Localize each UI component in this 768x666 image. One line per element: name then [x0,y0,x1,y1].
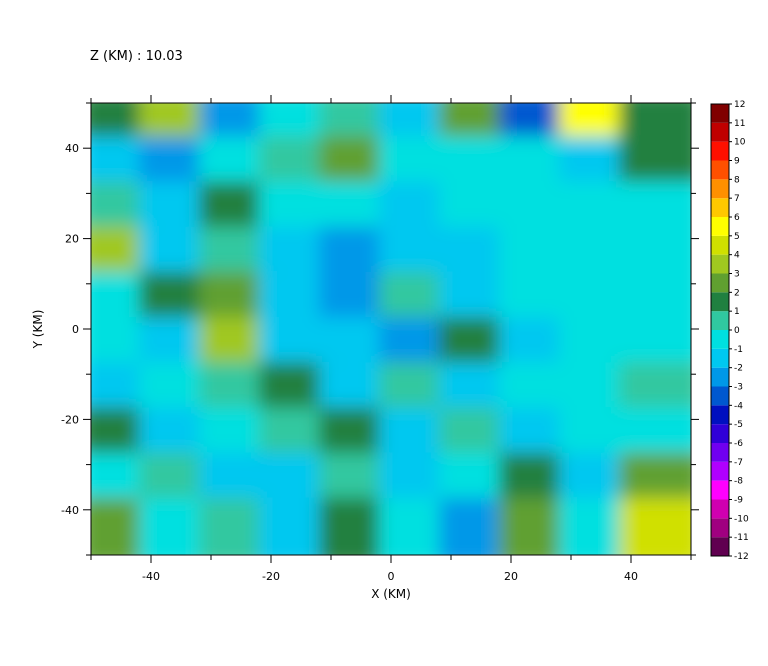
colorbar-label: -4 [734,401,743,411]
colorbar-swatch [711,122,729,142]
colorbar-label: -3 [734,383,743,393]
colorbar-label: -6 [734,439,743,449]
colorbar-swatch [711,386,729,406]
contour-field [91,103,691,555]
colorbar-label: 8 [734,175,740,185]
colorbar-label: 0 [734,326,740,336]
colorbar-label: -9 [734,496,743,506]
colorbar-swatch [711,179,729,199]
colorbar-label: 3 [734,270,740,280]
colorbar-swatch [711,160,729,180]
colorbar-swatch [711,537,729,556]
y-tick-label: -20 [61,413,79,426]
contour-cell [619,497,691,555]
colorbar-swatch [711,217,729,236]
colorbar-swatch [711,198,729,217]
x-tick-label: 20 [504,570,518,583]
colorbar-swatch [711,405,729,425]
colorbar-label: -5 [734,420,743,430]
y-tick-label: 40 [65,142,79,155]
y-tick-label: 20 [65,233,79,246]
colorbar-swatch [711,499,729,519]
colorbar-swatch [711,254,729,274]
colorbar-label: 4 [734,251,740,261]
colorbar-label: 11 [734,119,745,129]
colorbar-label: 6 [734,213,740,223]
colorbar-label: -2 [734,364,743,374]
colorbar-label: -8 [734,477,743,487]
colorbar-swatch [711,348,729,368]
colorbar-label: 9 [734,157,740,167]
colorbar-label: -7 [734,458,743,468]
colorbar-swatch [711,273,729,293]
colorbar-label: 5 [734,232,740,242]
colorbar-label: -1 [734,345,743,355]
x-tick-label: -20 [262,570,280,583]
colorbar-swatch [711,311,729,330]
y-tick-label: -40 [61,504,79,517]
colorbar-swatch [711,461,729,481]
x-tick-label: -40 [142,570,160,583]
y-tick-label: 0 [72,323,79,336]
colorbar-label: -11 [734,533,749,543]
colorbar-label: 2 [734,288,740,298]
colorbar-label: 12 [734,100,745,110]
colorbar-swatch [711,518,729,538]
y-axis-label: Y (KM) [31,310,45,350]
x-axis-label: X (KM) [371,587,411,601]
colorbar-swatch [711,443,729,462]
colorbar-swatch [711,330,729,349]
colorbar-swatch [711,292,729,312]
colorbar-swatch [711,424,729,443]
colorbar-swatch [711,235,729,255]
chart-title: Z (KM) : 10.03 [90,49,183,64]
colorbar-swatch [711,141,729,161]
colorbar-swatch [711,367,729,387]
colorbar-label: 7 [734,194,740,204]
colorbar-label: 10 [734,138,746,148]
colorbar-label: 1 [734,307,740,317]
colorbar-label: -12 [734,552,749,562]
x-tick-label: 0 [388,570,395,583]
colorbar-label: -10 [734,514,749,524]
colorbar-swatch [711,104,729,123]
colorbar-swatch [711,480,729,500]
x-tick-label: 40 [624,570,638,583]
